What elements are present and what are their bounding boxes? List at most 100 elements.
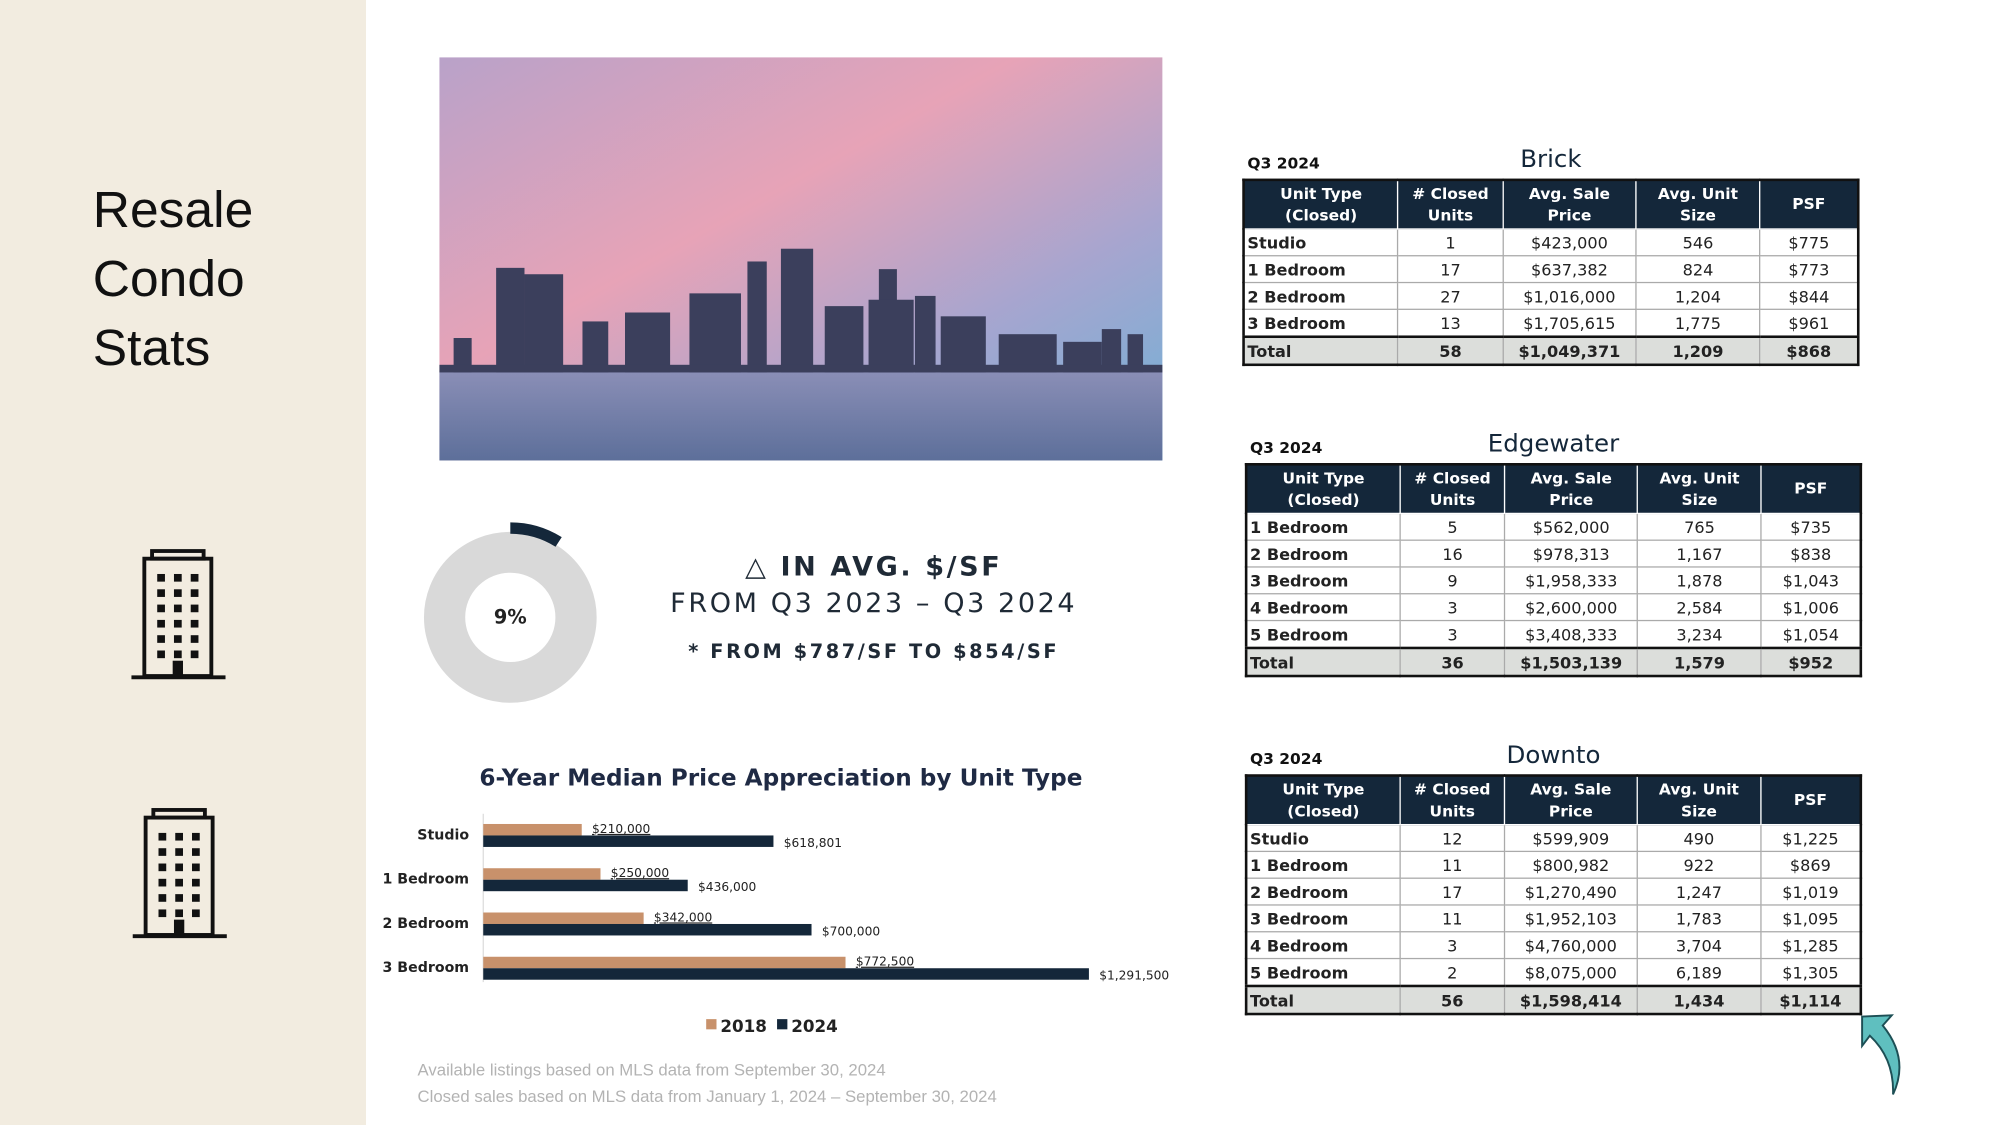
table-cell: 1,209 [1635, 335, 1761, 366]
column-header: Avg. Unit Size [1636, 774, 1762, 826]
bar [483, 968, 1089, 980]
table-row: 1 Bedroom 11 $800,982 922 $869 [1245, 850, 1862, 879]
table-cell: 5 Bedroom [1245, 957, 1401, 987]
table-cell: 1,204 [1635, 281, 1761, 310]
window [158, 909, 167, 918]
column-header: Avg. Sale Price [1503, 774, 1638, 826]
table-period: Q3 2024 [1250, 438, 1323, 457]
donut-track [423, 531, 597, 703]
legend-swatch [777, 1019, 788, 1030]
table-cell: 6,189 [1636, 957, 1762, 987]
table-row: Total 36 $1,503,139 1,579 $952 [1245, 646, 1862, 677]
window [157, 604, 165, 613]
window [173, 589, 182, 597]
window [157, 635, 165, 643]
table-period: Q3 2024 [1247, 154, 1320, 173]
table-cell: $1,705,615 [1502, 308, 1637, 338]
table-cell: 36 [1399, 646, 1506, 677]
table-cell: 11 [1399, 850, 1506, 879]
title-line: Stats [92, 320, 211, 377]
table-cell: 2 Bedroom [1245, 539, 1401, 568]
column-header: # Closed Units [1399, 774, 1506, 826]
value-label: $700,000 [822, 925, 880, 939]
column-header: Unit Type (Closed) [1245, 463, 1401, 515]
window [157, 650, 165, 659]
window [192, 832, 200, 841]
headline: △ IN AVG. $/SF [745, 551, 1003, 582]
table-cell: 4 Bedroom [1245, 931, 1401, 960]
table-cell: 3 Bedroom [1245, 566, 1401, 595]
table-row: 1 Bedroom 17 $637,382 824 $773 [1242, 255, 1859, 284]
table-cell: $1,952,103 [1503, 904, 1638, 933]
table-title: Downto [1506, 741, 1601, 770]
city-photo [439, 57, 1163, 461]
table-cell: 2 Bedroom [1242, 281, 1399, 310]
value-label: $772,500 [856, 955, 914, 969]
table-cell: $1,225 [1760, 823, 1862, 853]
table-block: Q3 2024 Brick Unit Type (Closed) # Closed U… [1242, 145, 1860, 367]
table-cell: 4 Bedroom [1245, 593, 1401, 622]
category-label: Studio [417, 827, 469, 843]
table-cell: 2 Bedroom [1245, 877, 1401, 906]
building-icon [132, 808, 227, 939]
column-header: Unit Type (Closed) [1245, 774, 1401, 826]
table-cell: $775 [1759, 228, 1859, 257]
table-cell: 824 [1635, 255, 1761, 284]
table-cell: 11 [1399, 904, 1506, 933]
column-header: PSF [1760, 774, 1862, 826]
table-cell: 27 [1397, 281, 1504, 310]
building-icon [131, 549, 226, 680]
table-row: Studio 12 $599,909 490 $1,225 [1245, 823, 1862, 853]
table-cell: 1,775 [1635, 308, 1761, 338]
data-table: Unit Type (Closed) # Closed Units Avg. Sal… [1242, 178, 1860, 367]
footnote: Closed sales based on MLS data from Janu… [417, 1086, 997, 1106]
legend-swatch [706, 1019, 717, 1030]
table-cell: 5 Bedroom [1245, 619, 1401, 649]
window [192, 863, 200, 872]
table-cell: 1 Bedroom [1245, 850, 1401, 879]
table-cell: 3 [1399, 619, 1506, 649]
column-header: Unit Type (Closed) [1242, 179, 1399, 230]
column-header: Avg. Unit Size [1637, 463, 1763, 515]
table-cell: $952 [1760, 646, 1862, 677]
table-cell: 546 [1635, 228, 1761, 257]
window [175, 848, 183, 856]
window [192, 894, 200, 902]
window [158, 863, 167, 872]
table-cell: 56 [1399, 984, 1506, 1015]
window [192, 848, 200, 856]
table-cell: Total [1245, 646, 1401, 677]
table-cell: 17 [1399, 877, 1506, 906]
value-label: $210,000 [592, 822, 650, 836]
table-cell: $637,382 [1502, 255, 1637, 284]
table-row: 2 Bedroom 16 $978,313 1,167 $838 [1245, 539, 1862, 568]
value-label: $436,000 [698, 880, 756, 894]
table-row: 4 Bedroom 3 $4,760,000 3,704 $1,285 [1245, 931, 1862, 960]
table-cell: $1,019 [1760, 877, 1862, 906]
table-cell: $838 [1760, 539, 1862, 568]
table-cell: $1,270,490 [1503, 877, 1638, 906]
donut-chart: 9% [423, 522, 597, 703]
table-title: Edgewater [1487, 429, 1620, 458]
decorative-arrow [1861, 1014, 1901, 1095]
table-cell: 12 [1399, 823, 1506, 853]
table-block: Q3 2024 Downto Unit Type (Closed) # Closed … [1244, 741, 1863, 1016]
table-row: Total 56 $1,598,414 1,434 $1,114 [1245, 984, 1862, 1015]
table-cell: $1,114 [1760, 984, 1862, 1015]
header-row: Unit Type (Closed) # Closed Units Avg. Sal… [1242, 179, 1859, 230]
category-label: 1 Bedroom [383, 872, 470, 888]
donut-label: 9% [494, 606, 527, 629]
table-cell: $1,043 [1760, 566, 1862, 595]
table-cell: $1,503,139 [1504, 646, 1639, 677]
window [173, 573, 182, 582]
legend-label: 2024 [791, 1017, 838, 1036]
table-cell: Studio [1242, 228, 1399, 257]
window [190, 619, 199, 628]
table-cell: 5 [1399, 512, 1506, 541]
table-cell: 2 [1399, 957, 1506, 987]
table-cell: $869 [1760, 850, 1862, 879]
table-cell: $1,095 [1760, 904, 1862, 933]
table-row: 1 Bedroom 5 $562,000 765 $735 [1245, 512, 1862, 541]
